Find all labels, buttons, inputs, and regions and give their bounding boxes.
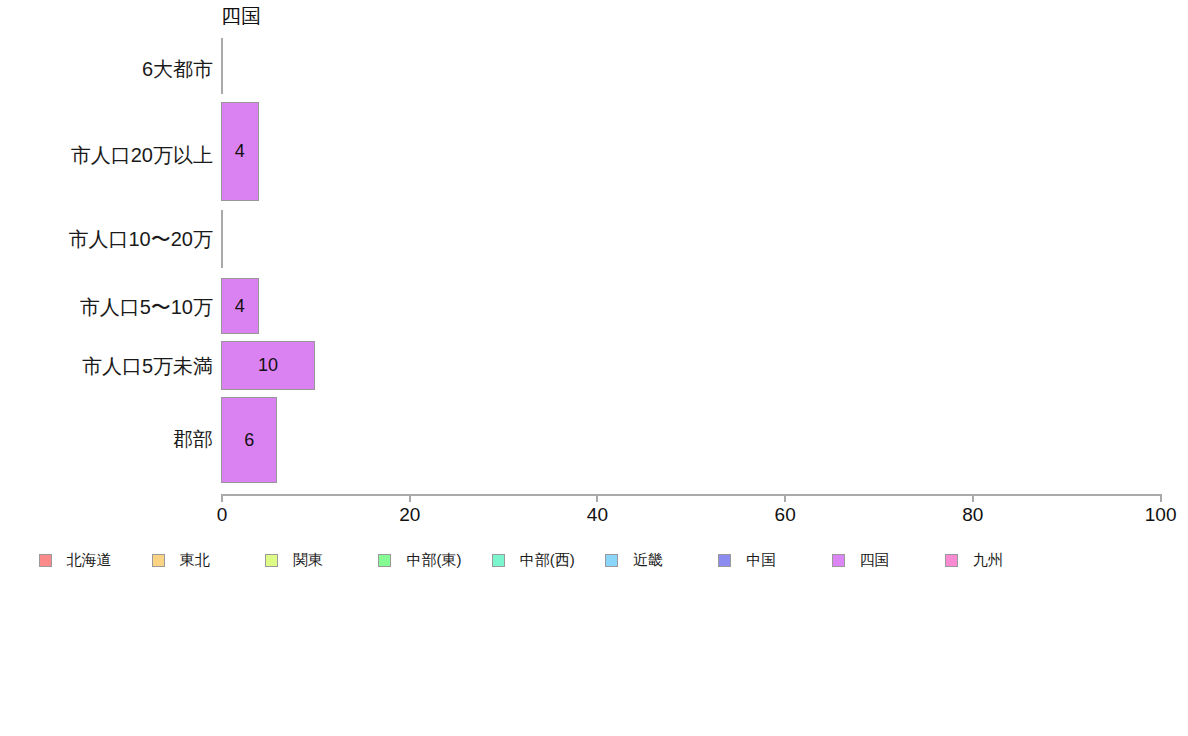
x-axis-tick-label: 40	[587, 504, 608, 526]
legend-item: 近畿	[605, 547, 663, 573]
category-label: 市人口5万未満	[82, 353, 213, 380]
legend-item: 東北	[152, 547, 210, 573]
legend-item: 四国	[832, 547, 890, 573]
legend-label: 東北	[180, 551, 210, 570]
legend-item: 関東	[265, 547, 323, 573]
legend-swatch-icon	[832, 554, 845, 567]
chart-title: 四国	[221, 3, 261, 30]
x-axis-tick	[784, 496, 786, 502]
zero-value-bar	[221, 38, 223, 94]
x-axis-tick	[596, 496, 598, 502]
legend-label: 北海道	[67, 551, 112, 570]
bar: 6	[221, 397, 277, 483]
category-label: 市人口10〜20万	[69, 226, 214, 253]
x-axis-tick	[1160, 496, 1162, 502]
x-axis-tick	[409, 496, 411, 502]
legend-label: 近畿	[633, 551, 663, 570]
bar-value-label: 10	[258, 355, 278, 376]
zero-value-bar	[221, 210, 223, 268]
legend-label: 九州	[973, 551, 1003, 570]
legend-swatch-icon	[945, 554, 958, 567]
legend-label: 関東	[293, 551, 323, 570]
legend-swatch-icon	[605, 554, 618, 567]
category-label: 市人口5〜10万	[80, 293, 213, 320]
x-axis-tick-label: 20	[399, 504, 420, 526]
x-axis-line	[221, 494, 1162, 496]
legend-item: 中部(東)	[378, 547, 461, 573]
x-axis-tick-label: 0	[217, 504, 228, 526]
bar: 4	[221, 278, 259, 334]
legend-swatch-icon	[378, 554, 391, 567]
x-axis-tick-label: 80	[962, 504, 983, 526]
bar-value-label: 4	[235, 296, 245, 317]
legend-swatch-icon	[265, 554, 278, 567]
legend-swatch-icon	[492, 554, 505, 567]
legend-swatch-icon	[718, 554, 731, 567]
legend-item: 北海道	[39, 547, 112, 573]
bar: 4	[221, 102, 259, 201]
legend-label: 中国	[746, 551, 776, 570]
bar: 10	[221, 341, 315, 390]
legend-swatch-icon	[152, 554, 165, 567]
bar-value-label: 6	[244, 430, 254, 451]
legend-label: 四国	[860, 551, 890, 570]
category-label: 市人口20万以上	[71, 142, 213, 169]
bar-chart: 四国 6大都市市人口20万以上 4 市人口10〜20万市人口5〜10万 4 市人口5万未…	[0, 0, 1188, 736]
legend-label: 中部(西)	[520, 551, 575, 570]
category-label: 6大都市	[142, 56, 213, 83]
legend-item: 九州	[945, 547, 1003, 573]
legend-swatch-icon	[39, 554, 52, 567]
legend-item: 中国	[718, 547, 776, 573]
bar-value-label: 4	[235, 141, 245, 162]
legend-item: 中部(西)	[492, 547, 575, 573]
x-axis-tick	[972, 496, 974, 502]
legend-label: 中部(東)	[406, 551, 461, 570]
category-label: 郡部	[173, 425, 213, 452]
x-axis-tick-label: 100	[1145, 504, 1177, 526]
x-axis-tick	[221, 496, 223, 502]
x-axis-tick-label: 60	[775, 504, 796, 526]
